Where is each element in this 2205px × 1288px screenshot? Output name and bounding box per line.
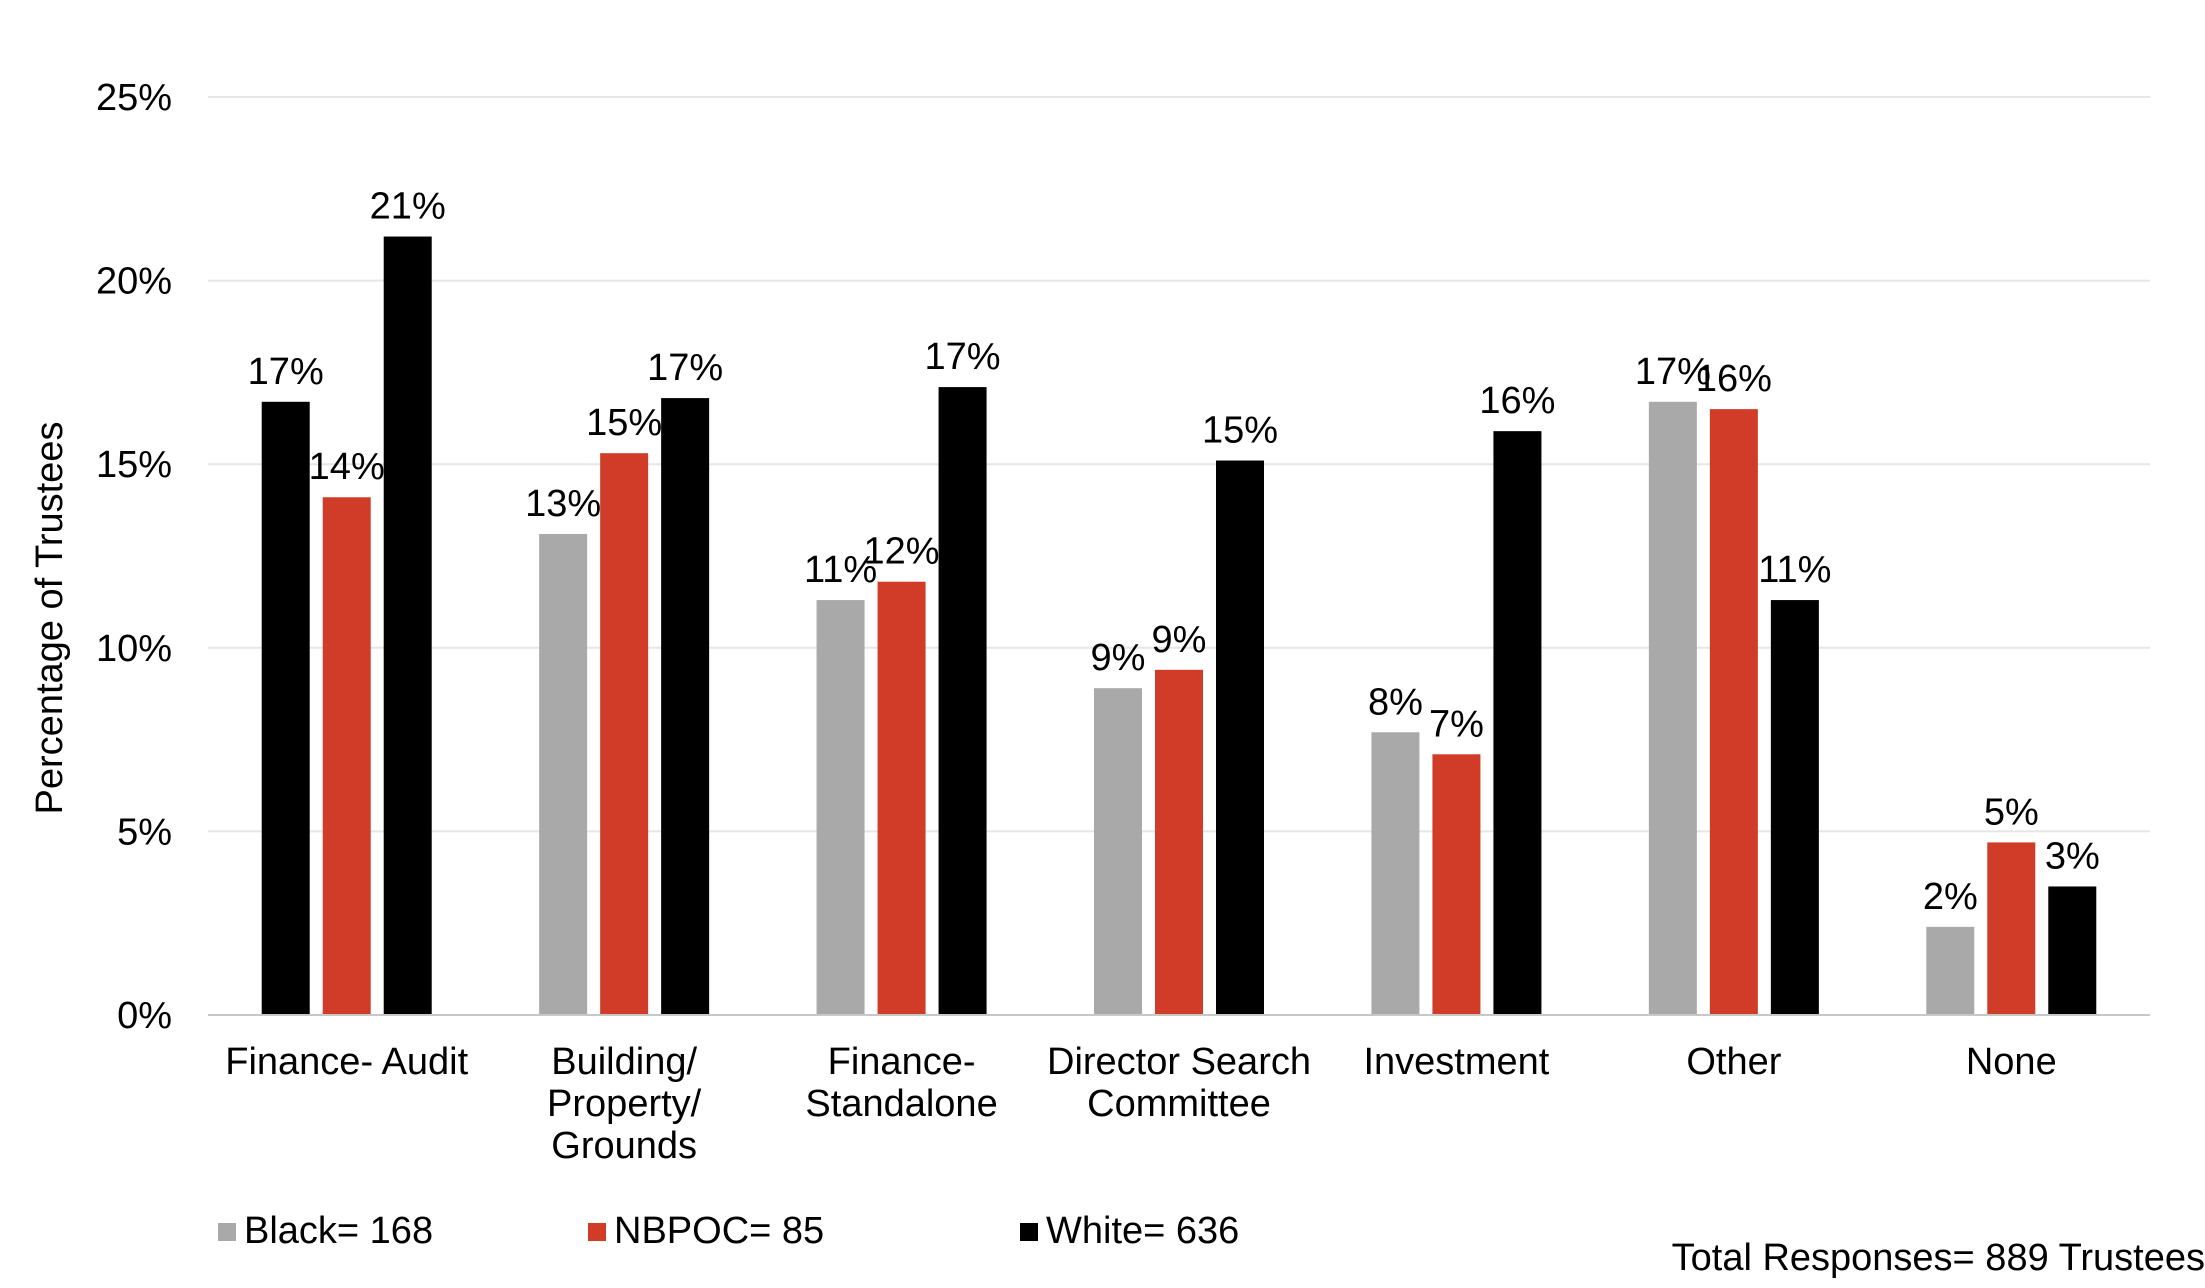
bar-white <box>1770 600 1819 1015</box>
category-labels: Finance- Audit Building/Property/Grounds F… <box>225 1041 2056 1167</box>
bar-white <box>1216 460 1264 1015</box>
data-label-nbpoc: 9% <box>1152 619 1207 661</box>
y-tick-label: 0% <box>117 995 172 1037</box>
data-label-black: 17% <box>248 351 324 393</box>
bar-white <box>2048 886 2097 1015</box>
y-tick-label: 10% <box>96 628 172 670</box>
bar-nbpoc <box>322 497 371 1015</box>
bar-nbpoc <box>1709 409 1758 1015</box>
legend-swatch-white <box>1020 1222 1038 1241</box>
legend-label-white: White= 636 <box>1046 1210 1240 1252</box>
data-label-nbpoc: 12% <box>864 531 940 573</box>
gridlines <box>208 96 2150 833</box>
data-label-black: 8% <box>1368 681 1423 723</box>
bar-nbpoc <box>877 581 926 1015</box>
category-label: Grounds <box>551 1125 697 1167</box>
category-label: Property/ <box>547 1083 702 1125</box>
bar-white <box>383 236 432 1015</box>
legend-item-black: Black= 168 <box>218 1210 588 1253</box>
data-label-white: 11% <box>1758 549 1831 591</box>
category-label: Building/ <box>551 1041 697 1083</box>
data-label-black: 11% <box>804 549 877 591</box>
bar-white <box>1493 431 1542 1016</box>
bar-black <box>1648 401 1697 1015</box>
legend: Black= 168 NBPOC= 85 White= 636 <box>218 1210 1291 1253</box>
legend-label-nbpoc: NBPOC= 85 <box>614 1210 825 1252</box>
data-label-white: 21% <box>370 186 446 228</box>
data-label-nbpoc: 16% <box>1696 358 1772 400</box>
legend-item-white: White= 636 <box>1020 1210 1239 1253</box>
category-label: Standalone <box>805 1083 997 1125</box>
data-label-black: 13% <box>525 483 601 525</box>
category-label: Other <box>1686 1041 1781 1083</box>
y-axis-ticks: 0% 5% 10% 15% 20% 25% <box>96 77 172 1037</box>
bar-nbpoc <box>1987 842 2036 1015</box>
legend-label-black: Black= 168 <box>244 1210 434 1252</box>
data-label-white: 17% <box>925 336 1001 378</box>
data-label-nbpoc: 5% <box>1984 791 2039 833</box>
data-label-white: 16% <box>1479 380 1555 422</box>
data-label-white: 15% <box>1202 410 1278 452</box>
data-label-black: 17% <box>1635 351 1711 393</box>
category-label: Committee <box>1087 1083 1271 1125</box>
data-label-black: 9% <box>1091 637 1146 679</box>
bar-black <box>816 600 865 1015</box>
bar-black <box>539 533 588 1015</box>
y-axis-label: Percentage of Trustees <box>29 422 71 815</box>
legend-swatch-nbpoc <box>588 1222 606 1241</box>
category-label: None <box>1966 1041 2057 1083</box>
y-tick-label: 25% <box>96 77 172 119</box>
category-label: Investment <box>1363 1041 1549 1083</box>
data-label-nbpoc: 15% <box>586 402 662 444</box>
category-label: Finance- Audit <box>225 1041 468 1083</box>
bar-white <box>938 387 987 1015</box>
bars <box>261 236 2097 1016</box>
category-label: Finance- <box>828 1041 976 1083</box>
y-tick-label: 5% <box>117 811 172 853</box>
legend-swatch-black <box>218 1222 236 1241</box>
bar-black <box>1926 926 1975 1015</box>
data-label-white: 3% <box>2045 835 2100 877</box>
bar-nbpoc <box>1432 754 1481 1015</box>
bar-black <box>1094 688 1142 1015</box>
bar-nbpoc <box>1155 669 1203 1015</box>
bar-nbpoc <box>600 453 649 1016</box>
legend-item-nbpoc: NBPOC= 85 <box>588 1210 1020 1253</box>
category-label: Director Search <box>1047 1041 1311 1083</box>
total-responses-note: Total Responses= 889 Trustees <box>1671 1237 2205 1279</box>
bar-black <box>1371 732 1420 1015</box>
bar-black <box>261 401 310 1015</box>
data-label-white: 17% <box>647 347 723 389</box>
y-tick-label: 20% <box>96 261 172 303</box>
data-labels: 17%14%21%13%15%17%11%12%17%9% 9%15%8%7%16… <box>248 186 2100 918</box>
data-label-nbpoc: 14% <box>309 446 385 488</box>
data-label-black: 2% <box>1923 876 1978 918</box>
bar-white <box>661 398 710 1015</box>
y-tick-label: 15% <box>96 444 172 486</box>
data-label-nbpoc: 7% <box>1429 703 1484 745</box>
